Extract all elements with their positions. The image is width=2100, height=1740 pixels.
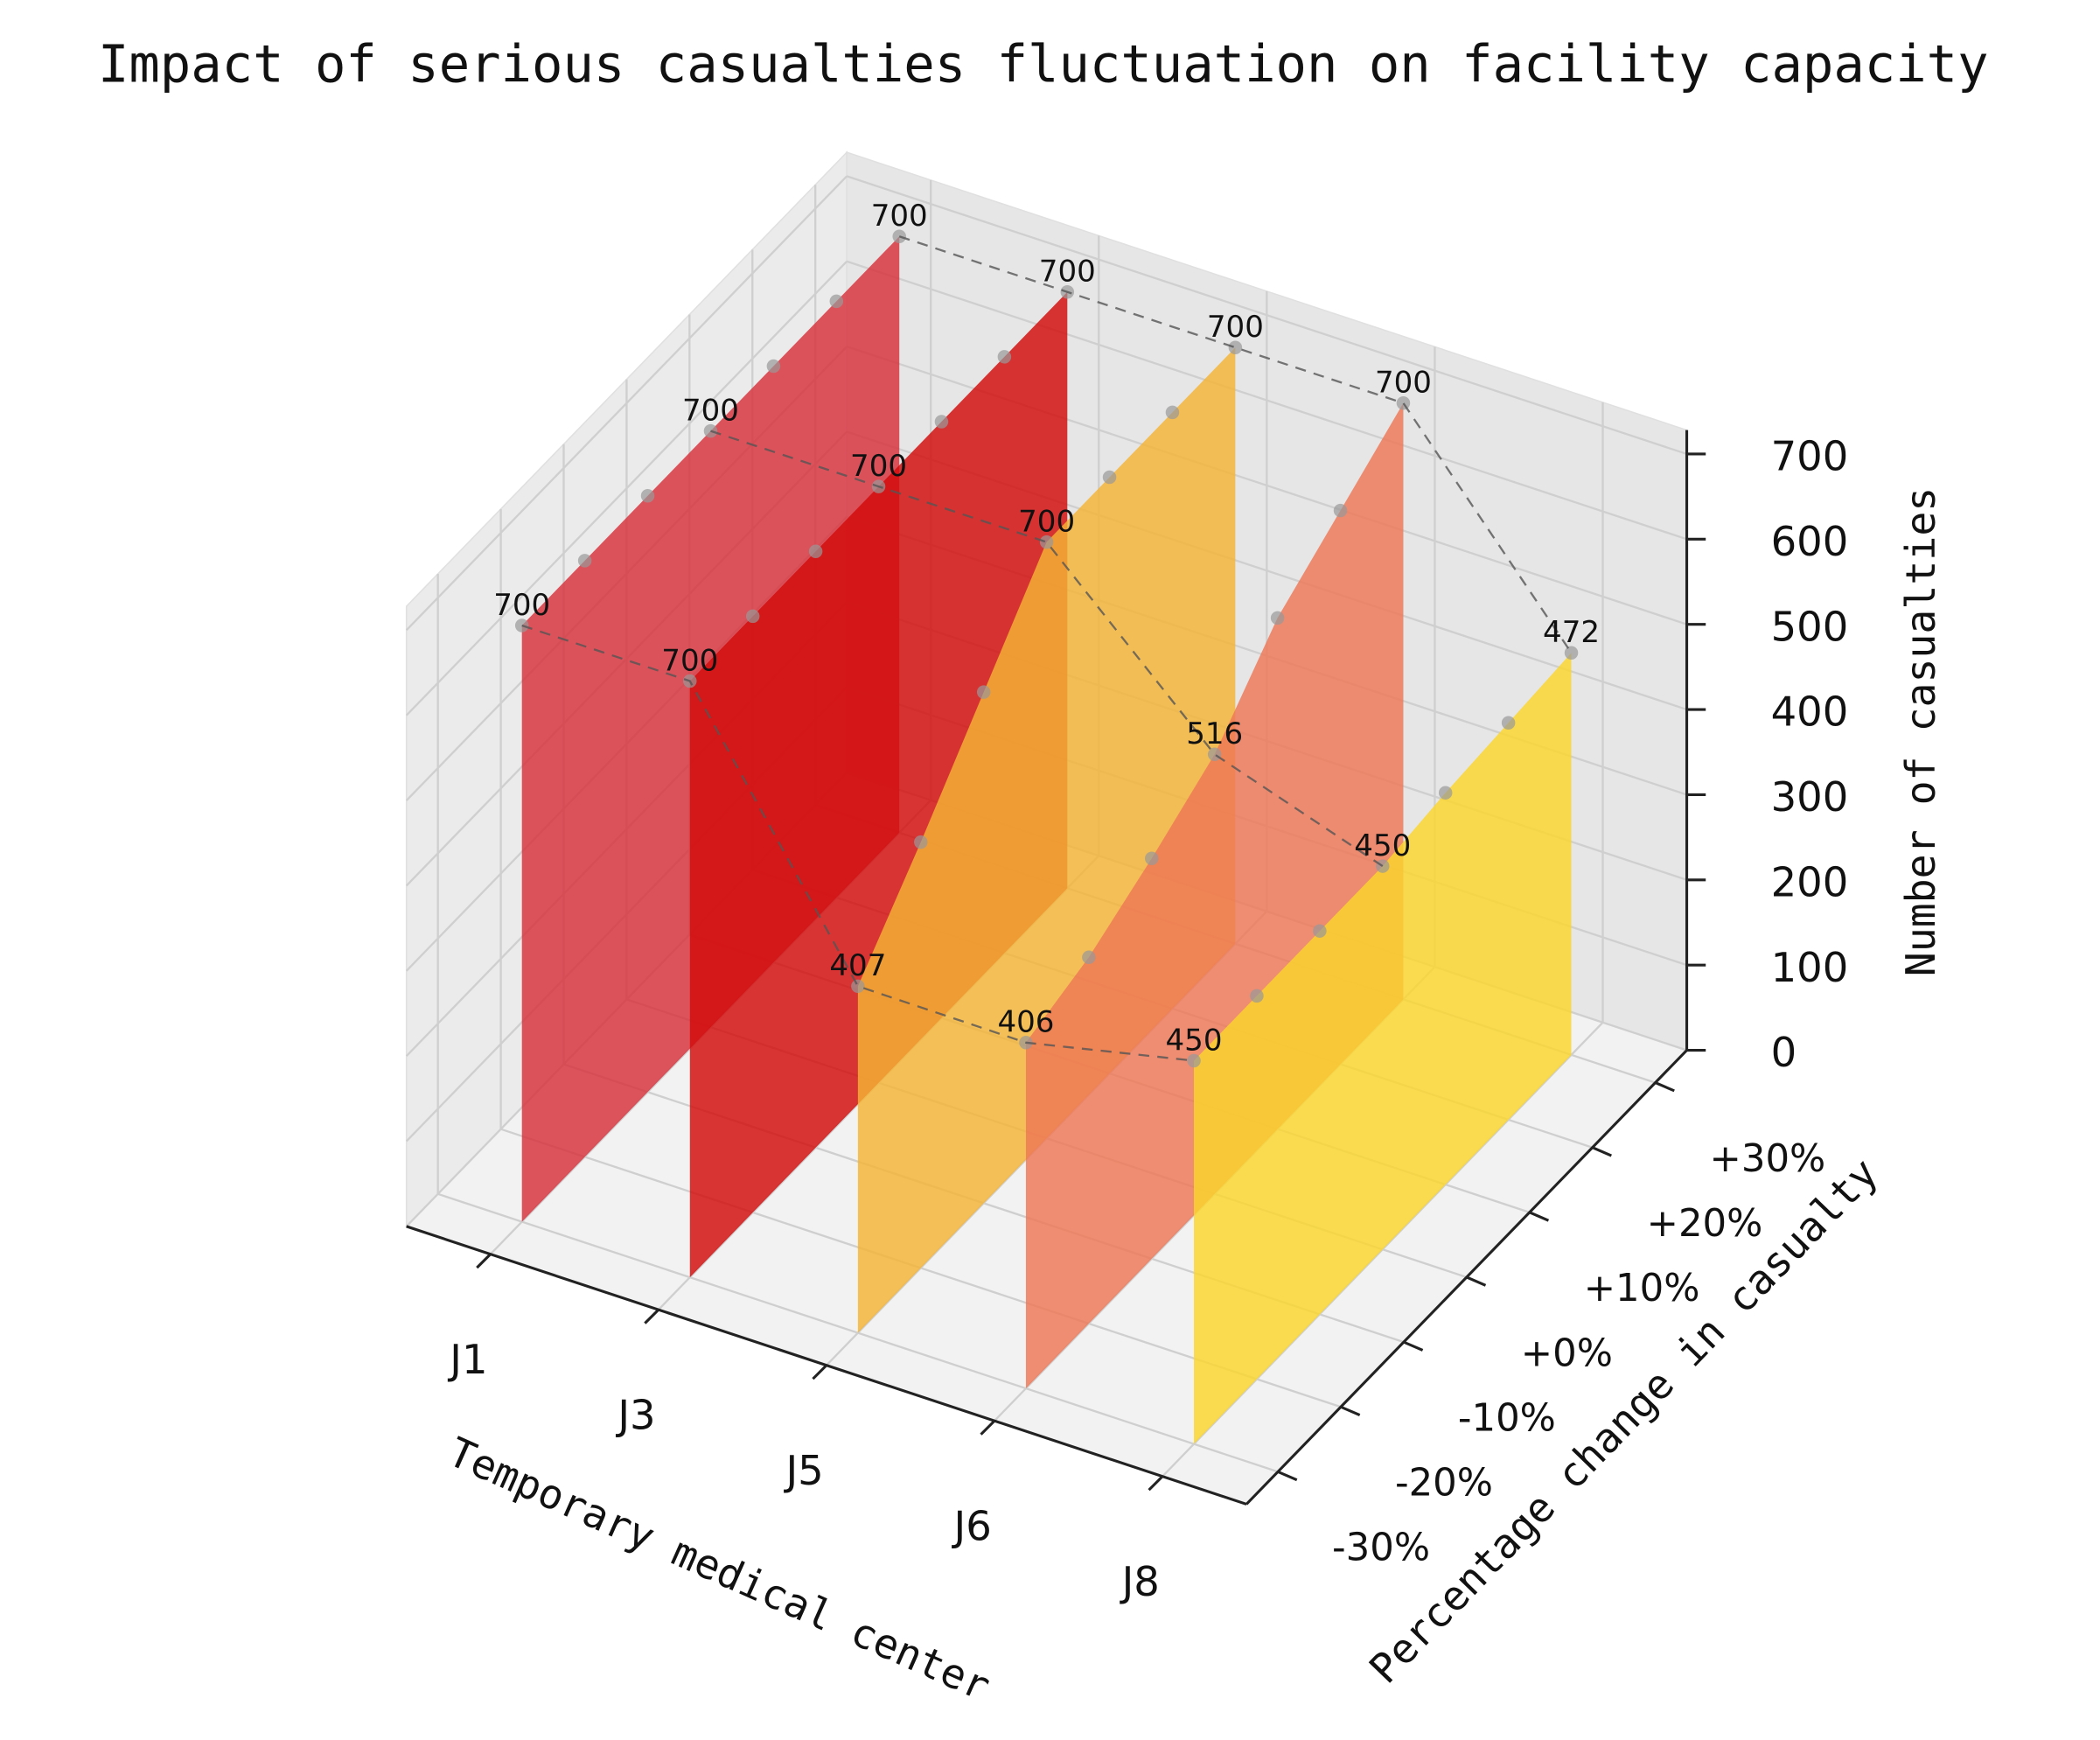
- y-tick: [1654, 1081, 1675, 1093]
- point: [1270, 611, 1285, 625]
- y-tick-label: -10%: [1458, 1396, 1556, 1440]
- point: [1333, 503, 1348, 518]
- wall: [857, 347, 1236, 1333]
- data-label: 472: [1543, 615, 1600, 650]
- point: [997, 350, 1012, 364]
- point: [766, 359, 781, 374]
- y-tick: [1466, 1275, 1487, 1287]
- data-label: 700: [682, 393, 739, 428]
- data-label: 700: [661, 643, 718, 678]
- data-label: 700: [850, 449, 907, 484]
- x-tick: [812, 1364, 828, 1380]
- point: [1501, 716, 1516, 730]
- point: [1039, 535, 1054, 549]
- z-axis-label: Number of casualties: [1897, 487, 1944, 977]
- point: [1564, 646, 1579, 660]
- y-tick-label: -30%: [1332, 1527, 1430, 1570]
- y-tick: [1277, 1470, 1298, 1482]
- point: [1145, 851, 1159, 865]
- point: [1438, 786, 1453, 800]
- point: [745, 609, 760, 624]
- z-tick-label: 200: [1771, 858, 1849, 905]
- x-tick-label: J3: [615, 1392, 655, 1439]
- x-tick-label: J8: [1120, 1558, 1160, 1605]
- point: [1250, 989, 1264, 1003]
- point: [1102, 470, 1117, 485]
- y-tick: [1529, 1211, 1550, 1222]
- z-tick-label: 100: [1771, 944, 1849, 991]
- x-tick: [1148, 1475, 1164, 1492]
- z-tick-label: 500: [1771, 603, 1849, 650]
- data-label: 700: [871, 199, 928, 234]
- data-label: 700: [1018, 504, 1075, 539]
- point: [914, 835, 928, 849]
- y-tick-label: +20%: [1647, 1202, 1763, 1246]
- x-tick: [980, 1420, 996, 1436]
- connector: [898, 235, 1573, 653]
- point: [1228, 340, 1243, 354]
- data-label: 406: [997, 1005, 1054, 1040]
- y-tick: [1340, 1405, 1361, 1416]
- z-tick-label: 0: [1771, 1029, 1797, 1076]
- point: [1165, 405, 1180, 420]
- x-tick: [644, 1309, 659, 1324]
- y-tick: [1592, 1146, 1612, 1157]
- z-tick-label: 700: [1771, 433, 1849, 480]
- grid-line: [405, 260, 848, 716]
- wall: [689, 291, 1068, 1278]
- point: [851, 979, 865, 994]
- x-axis-label: Temporary medical center: [442, 1428, 997, 1709]
- point: [1313, 924, 1327, 938]
- x-tick: [476, 1253, 492, 1269]
- point: [1082, 950, 1096, 965]
- x-tick-label: J1: [447, 1336, 487, 1383]
- connector: [710, 430, 1384, 868]
- wall: [1194, 653, 1572, 1444]
- x-tick-label: J5: [783, 1447, 823, 1494]
- grid-line: [405, 175, 848, 632]
- x-tick-label: J6: [952, 1503, 992, 1550]
- point: [976, 685, 991, 699]
- y-tick: [1403, 1340, 1424, 1352]
- y-tick-label: -20%: [1395, 1462, 1493, 1506]
- data-label: 407: [829, 948, 886, 983]
- data-label: 450: [1354, 828, 1411, 863]
- connector: [521, 624, 1195, 1062]
- point: [577, 554, 592, 568]
- point: [808, 544, 823, 559]
- grid-line: [846, 260, 1687, 541]
- z-tick-label: 600: [1771, 518, 1849, 565]
- point: [934, 415, 949, 429]
- y-tick-label: +30%: [1710, 1137, 1826, 1181]
- data-label: 700: [1375, 366, 1432, 401]
- data-label: 516: [1186, 716, 1243, 751]
- grid-line: [846, 175, 1687, 456]
- chart-title: Impact of serious casualties fluctuation…: [98, 34, 1989, 94]
- z-tick-label: 400: [1771, 688, 1849, 736]
- wall: [1025, 402, 1404, 1389]
- y-tick-label: +10%: [1584, 1267, 1700, 1310]
- y-tick-label: +0%: [1521, 1331, 1613, 1375]
- data-label: 700: [1039, 255, 1096, 290]
- z-tick-label: 300: [1771, 773, 1849, 821]
- data-label: 700: [493, 588, 550, 623]
- data-label: 700: [1207, 310, 1264, 345]
- point: [829, 294, 844, 309]
- point: [1187, 1053, 1201, 1068]
- data-label: 450: [1166, 1023, 1223, 1058]
- point: [640, 489, 655, 503]
